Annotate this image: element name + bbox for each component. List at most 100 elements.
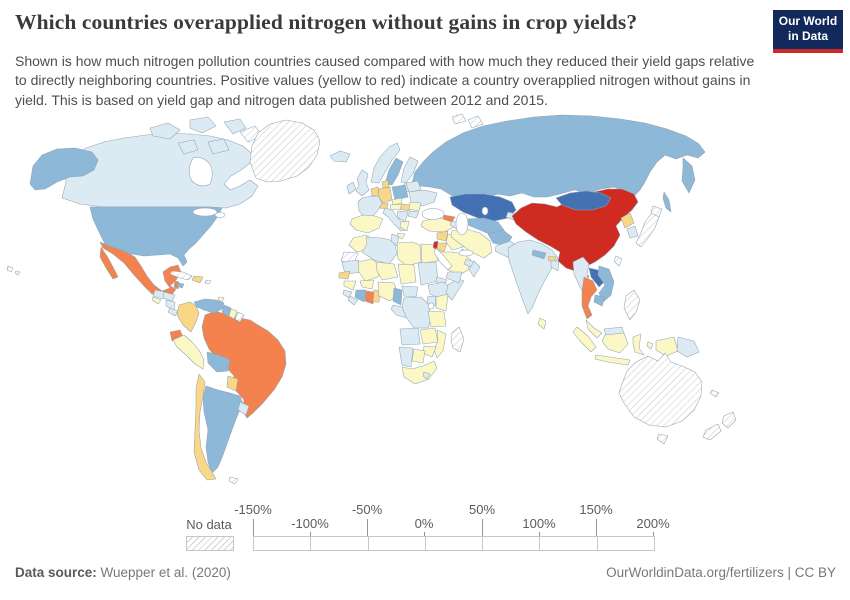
country-cuba[interactable] — [169, 270, 193, 281]
country-nepal[interactable] — [531, 249, 547, 260]
country-germany[interactable] — [377, 186, 393, 204]
island-falklands[interactable] — [228, 476, 239, 485]
country-guatemala[interactable] — [152, 289, 166, 300]
island-svalbard[interactable] — [451, 113, 467, 125]
country-greece[interactable] — [399, 220, 410, 232]
country-kenya[interactable] — [435, 293, 449, 312]
country-suriname[interactable] — [228, 308, 238, 320]
island-arctic-1[interactable] — [149, 122, 181, 140]
country-guinea[interactable] — [343, 280, 357, 291]
region-benelux[interactable] — [370, 186, 380, 197]
country-peru[interactable] — [172, 334, 205, 370]
country-russia[interactable] — [411, 114, 706, 200]
island-tasmania[interactable] — [656, 433, 669, 445]
country-uruguay[interactable] — [237, 401, 250, 416]
country-ghana[interactable] — [364, 290, 375, 305]
island-sumatra[interactable] — [572, 326, 597, 353]
legend-swatch-5[interactable] — [482, 537, 539, 550]
island-puerto-rico[interactable] — [204, 279, 212, 285]
region-new-zealand-north[interactable] — [721, 411, 737, 429]
country-madagascar[interactable] — [450, 326, 465, 353]
country-philippines[interactable] — [623, 289, 641, 321]
country-iran[interactable] — [450, 228, 493, 259]
country-niger[interactable] — [375, 261, 399, 281]
country-somalia[interactable] — [445, 278, 465, 301]
country-chile[interactable] — [193, 373, 217, 481]
country-sri-lanka[interactable] — [537, 317, 547, 330]
country-papua-new-guinea[interactable] — [676, 336, 700, 358]
country-el-salvador[interactable] — [151, 296, 162, 305]
country-hungary[interactable] — [399, 203, 412, 212]
country-mali[interactable] — [357, 258, 382, 282]
island-new-caledonia[interactable] — [709, 389, 720, 398]
region-sakhalin[interactable] — [662, 191, 672, 213]
country-guyana[interactable] — [221, 304, 232, 318]
legend-swatch-4[interactable] — [424, 537, 482, 550]
country-cote-divoire[interactable] — [354, 289, 367, 303]
country-sudan[interactable] — [417, 261, 439, 286]
island-hokkaido[interactable] — [650, 205, 663, 218]
island-arctic-3[interactable] — [223, 118, 247, 135]
owid-logo[interactable]: Our World in Data — [773, 10, 843, 53]
island-taiwan[interactable] — [613, 255, 623, 267]
region-west-new-guinea[interactable] — [655, 336, 679, 357]
country-colombia[interactable] — [176, 301, 200, 333]
country-yemen[interactable] — [445, 271, 463, 284]
island-sicily[interactable] — [396, 232, 406, 240]
island-arctic-4[interactable] — [177, 139, 199, 155]
country-jamaica[interactable] — [176, 282, 185, 289]
country-venezuela[interactable] — [193, 298, 225, 314]
region-alaska[interactable] — [29, 147, 99, 191]
country-senegal[interactable] — [338, 270, 351, 280]
country-iceland[interactable] — [329, 150, 351, 163]
island-moluccas[interactable] — [646, 341, 654, 350]
country-czechia[interactable] — [391, 197, 403, 206]
country-belarus[interactable] — [405, 180, 422, 193]
country-liberia[interactable] — [347, 295, 359, 306]
country-honduras[interactable] — [162, 291, 176, 302]
country-dr-congo[interactable] — [401, 296, 432, 329]
license-credit[interactable]: OurWorldinData.org/fertilizers | CC BY — [606, 565, 836, 580]
country-laos[interactable] — [588, 267, 606, 288]
island-novaya-zemlya[interactable] — [467, 115, 484, 129]
country-australia[interactable] — [618, 352, 703, 428]
country-mozambique[interactable] — [433, 329, 447, 359]
country-oman[interactable] — [468, 260, 481, 278]
region-central-african-republic[interactable] — [401, 285, 419, 298]
country-egypt[interactable] — [420, 243, 439, 264]
country-united-kingdom[interactable] — [355, 169, 370, 197]
country-bulgaria[interactable] — [407, 210, 420, 219]
island-hawaii-2[interactable] — [14, 270, 21, 276]
island-hawaii[interactable] — [6, 265, 14, 273]
legend-no-data-swatch[interactable] — [186, 536, 234, 551]
country-sweden[interactable] — [384, 157, 404, 186]
island-hispaniola[interactable] — [191, 275, 204, 284]
island-sulawesi[interactable] — [632, 333, 645, 356]
country-zambia[interactable] — [419, 327, 439, 345]
country-india[interactable] — [507, 239, 559, 315]
country-france[interactable] — [357, 195, 383, 220]
country-argentina[interactable] — [202, 385, 244, 474]
country-mongolia[interactable] — [555, 190, 612, 211]
legend-swatch-7[interactable] — [596, 537, 654, 550]
country-greenland[interactable] — [249, 119, 321, 183]
region-iberia[interactable] — [349, 214, 384, 234]
country-romania[interactable] — [408, 201, 422, 212]
region-indonesia-borneo[interactable] — [601, 332, 629, 354]
country-thailand[interactable] — [581, 276, 598, 320]
country-malaysia[interactable] — [585, 319, 603, 339]
country-norway[interactable] — [370, 142, 401, 184]
country-libya[interactable] — [396, 241, 422, 267]
region-baja-california[interactable] — [99, 246, 119, 280]
country-north-korea[interactable] — [620, 212, 635, 229]
country-ireland[interactable] — [346, 181, 357, 195]
country-botswana[interactable] — [411, 348, 426, 364]
country-bolivia[interactable] — [206, 351, 231, 373]
island-arctic-2[interactable] — [189, 116, 217, 134]
country-denmark[interactable] — [381, 179, 390, 189]
country-burkina-faso[interactable] — [359, 279, 375, 290]
country-tanzania[interactable] — [427, 310, 447, 328]
country-cambodia[interactable] — [593, 294, 606, 307]
country-south-korea[interactable] — [626, 225, 639, 239]
